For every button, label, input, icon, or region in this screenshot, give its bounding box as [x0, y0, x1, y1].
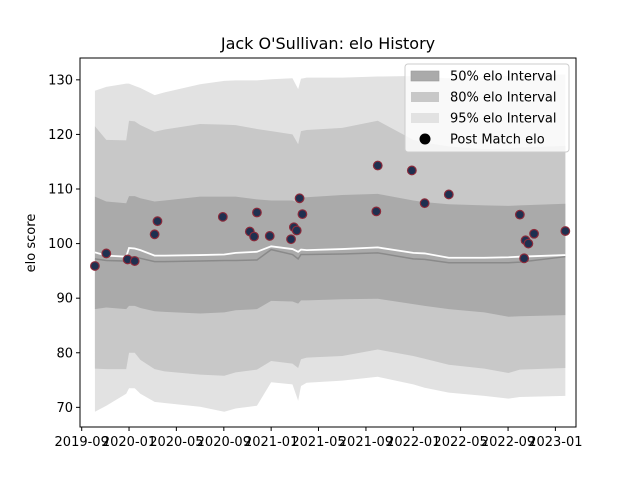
legend-marker — [420, 134, 431, 145]
y-tick-label: 80 — [56, 346, 73, 361]
post-match-point — [91, 262, 100, 271]
post-match-point — [520, 254, 529, 263]
legend: 50% elo Interval 80% elo Interval 95% elo … — [405, 64, 569, 152]
post-match-point — [445, 190, 454, 199]
post-match-point — [298, 210, 307, 219]
post-match-point — [153, 217, 162, 226]
post-match-point — [524, 239, 533, 248]
post-match-point — [530, 229, 539, 238]
y-axis-label: elo score — [24, 214, 39, 273]
x-tick-label: 2020-09 — [197, 435, 251, 450]
x-tick-label: 2021-05 — [291, 435, 345, 450]
post-match-point — [420, 199, 429, 208]
post-match-point — [250, 232, 259, 241]
post-match-point — [150, 230, 159, 239]
post-match-point — [516, 210, 525, 219]
y-tick-label: 90 — [56, 292, 73, 307]
y-tick-label: 100 — [48, 237, 73, 252]
y-tick-label: 70 — [56, 401, 73, 416]
y-tick-label: 120 — [48, 128, 73, 143]
legend-swatch — [411, 113, 439, 123]
x-tick-label: 2022-09 — [481, 435, 535, 450]
post-match-point — [102, 249, 111, 258]
x-tick-label: 2020-05 — [149, 435, 203, 450]
x-tick-label: 2022-05 — [433, 435, 487, 450]
post-match-point — [287, 235, 296, 244]
post-match-point — [253, 208, 262, 217]
x-tick-label: 2020-01 — [102, 435, 156, 450]
x-tick-label: 2021-01 — [244, 435, 298, 450]
post-match-point — [373, 161, 382, 170]
x-tick-label: 2022-01 — [386, 435, 440, 450]
legend-label: 50% elo Interval — [450, 70, 557, 85]
y-tick-label: 110 — [48, 183, 73, 198]
legend-swatch — [411, 71, 439, 81]
post-match-point — [292, 226, 301, 235]
legend-swatch — [411, 92, 439, 102]
legend-label: Post Match elo — [450, 133, 545, 148]
post-match-point — [561, 227, 570, 236]
post-match-point — [372, 207, 381, 216]
x-tick-label: 2023-01 — [528, 435, 582, 450]
y-tick-label: 130 — [48, 73, 73, 88]
x-tick-label: 2021-09 — [339, 435, 393, 450]
post-match-point — [295, 194, 304, 203]
legend-label: 80% elo Interval — [450, 91, 557, 106]
post-match-point — [265, 232, 274, 241]
post-match-point — [219, 213, 228, 222]
x-tick-label: 2019-09 — [55, 435, 109, 450]
post-match-point — [130, 257, 139, 266]
post-match-point — [408, 166, 417, 175]
legend-label: 95% elo Interval — [450, 112, 557, 127]
chart-title: Jack O'Sullivan: elo History — [220, 34, 435, 53]
